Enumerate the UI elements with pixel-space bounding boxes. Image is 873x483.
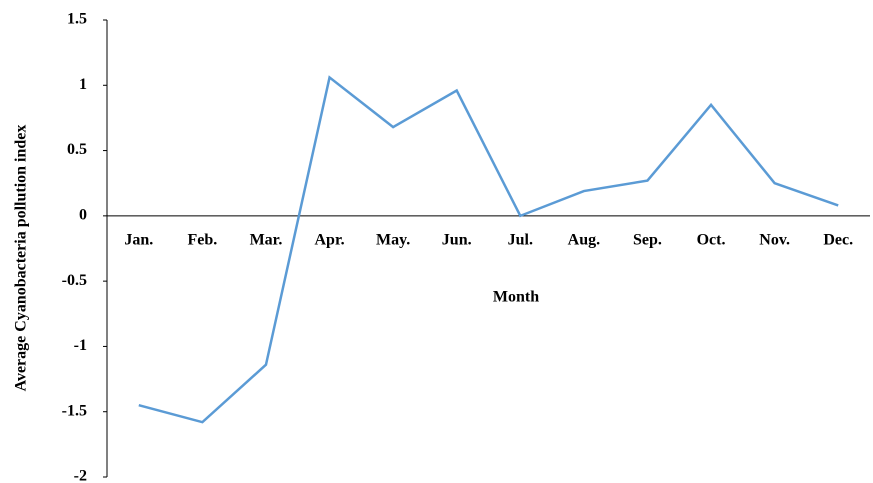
y-tick-label: 1 [79,76,87,93]
x-tick-label: May. [376,232,410,249]
x-tick-label: Jul. [508,232,533,249]
y-tick-label: -1 [74,337,87,354]
y-tick-label: -2 [74,468,87,483]
x-tick-label: Aug. [568,232,600,249]
x-tick-label: Jun. [442,232,472,249]
x-tick-label: Sep. [633,232,662,249]
y-tick-label: 1.5 [67,11,87,28]
y-tick-label: -0.5 [62,272,87,289]
x-tick-label: Apr. [314,232,344,249]
x-axis-label: Month [493,289,539,306]
y-tick-label: -1.5 [62,402,87,419]
x-tick-label: Feb. [187,232,217,249]
y-tick-label: 0.5 [67,141,87,158]
y-axis-label: Average Cyanobacteria pollution index [13,125,30,392]
y-tick-label: 0 [79,207,87,224]
data-line [138,75,839,424]
x-tick-label: Nov. [759,232,790,249]
x-tick-label: Dec. [823,232,853,249]
x-tick-label: Jan. [124,232,153,249]
x-tick-label: Oct. [697,232,726,249]
x-tick-label: Mar. [250,232,283,249]
